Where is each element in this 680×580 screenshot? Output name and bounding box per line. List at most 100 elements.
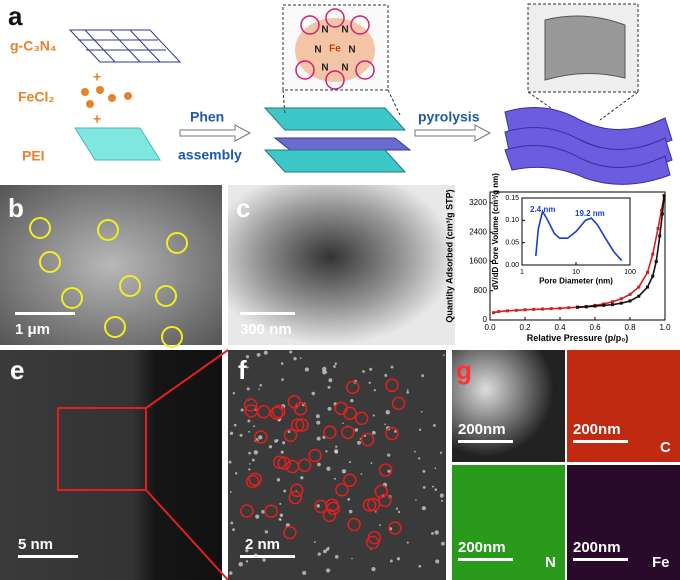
step-label: Phen bbox=[190, 109, 224, 125]
bright-spot bbox=[258, 388, 261, 390]
bright-spot bbox=[384, 373, 388, 377]
bright-spot bbox=[418, 564, 422, 568]
panel-g: g 200nm 200nm C 200nm N 200nm Fe bbox=[452, 350, 680, 580]
data-point bbox=[660, 212, 664, 216]
bright-spot bbox=[394, 430, 397, 433]
data-point bbox=[628, 299, 632, 303]
bright-spot bbox=[421, 506, 426, 511]
y-tick-label: 800 bbox=[474, 286, 488, 295]
data-point bbox=[602, 303, 606, 307]
bright-spot bbox=[432, 423, 436, 427]
bright-spot bbox=[248, 462, 251, 465]
bright-spot bbox=[406, 541, 409, 544]
bright-spot bbox=[253, 450, 259, 455]
bright-spot bbox=[239, 433, 243, 437]
reagent: FeCl₂ bbox=[18, 89, 55, 105]
zoom-box bbox=[57, 407, 147, 491]
single-atom-circle bbox=[366, 497, 381, 512]
bright-spot bbox=[327, 406, 332, 411]
bright-spot bbox=[232, 528, 236, 532]
single-atom-circle bbox=[334, 401, 348, 416]
data-point bbox=[514, 308, 518, 312]
scale-label: 2 nm bbox=[245, 536, 280, 553]
bright-spot bbox=[418, 428, 422, 432]
data-point bbox=[637, 285, 641, 289]
bright-spot bbox=[357, 440, 361, 445]
tem-image bbox=[228, 185, 455, 345]
bright-spot bbox=[369, 367, 373, 371]
panel-label: e bbox=[10, 355, 24, 385]
single-atom-circle bbox=[367, 530, 382, 545]
bright-spot bbox=[326, 466, 331, 471]
bright-spot bbox=[334, 362, 337, 365]
panel-label: a bbox=[8, 1, 23, 31]
bright-spot bbox=[245, 548, 249, 553]
single-atom-circle bbox=[283, 525, 297, 540]
single-atom-circle bbox=[323, 425, 337, 440]
bright-spot bbox=[262, 558, 266, 562]
bright-spot bbox=[246, 387, 250, 391]
y-tick-label: 2400 bbox=[469, 227, 487, 236]
bright-spot bbox=[385, 410, 391, 415]
single-atom-circle bbox=[378, 493, 392, 508]
single-atom-circle bbox=[277, 456, 291, 470]
single-atom-circle bbox=[240, 504, 254, 518]
bright-spot bbox=[335, 445, 338, 448]
plus: + bbox=[93, 69, 101, 85]
panel-label: c bbox=[236, 193, 250, 223]
panel-label: b bbox=[8, 193, 24, 223]
bright-spot bbox=[245, 355, 250, 359]
atom: N bbox=[321, 25, 328, 36]
bright-spot bbox=[316, 420, 321, 425]
panel-d: d 0.00.20.40.60.81.00800160024003200Rela… bbox=[444, 173, 671, 343]
data-point bbox=[593, 304, 597, 308]
single-atom-circle bbox=[378, 463, 393, 477]
bright-spot bbox=[368, 381, 371, 384]
x-tick-label: 1.0 bbox=[659, 323, 671, 332]
bright-spot bbox=[232, 392, 236, 395]
bright-spot bbox=[418, 457, 421, 460]
scale-bar bbox=[573, 558, 628, 561]
bright-spot bbox=[251, 458, 255, 462]
bright-spot bbox=[371, 430, 376, 435]
bright-spot bbox=[370, 462, 373, 464]
single-atom-circle bbox=[391, 396, 406, 411]
data-point bbox=[654, 259, 658, 263]
atom: N bbox=[341, 63, 348, 74]
single-atom-circle bbox=[297, 458, 312, 472]
bright-spot bbox=[415, 499, 417, 501]
single-atom-circle bbox=[360, 432, 375, 447]
arrow bbox=[179, 124, 252, 142]
bright-spot bbox=[373, 388, 376, 392]
phen-rings bbox=[295, 8, 375, 90]
fecl2-dots bbox=[81, 86, 132, 108]
haadf-image bbox=[228, 350, 446, 580]
bright-spot bbox=[342, 422, 344, 424]
x-tick-label: 0.8 bbox=[624, 323, 636, 332]
scale-bar bbox=[240, 555, 295, 558]
bright-spot bbox=[395, 507, 399, 510]
scale-bar bbox=[240, 312, 295, 315]
data-point bbox=[497, 310, 501, 314]
bright-spot bbox=[434, 488, 438, 491]
data-point bbox=[576, 305, 579, 309]
y-tick-label: 1600 bbox=[469, 257, 487, 266]
y-tick-label: 0.00 bbox=[505, 262, 519, 269]
data-point bbox=[658, 234, 662, 238]
single-atom-circle bbox=[272, 455, 287, 470]
single-atom-circle bbox=[354, 411, 369, 426]
step-label: assembly bbox=[178, 147, 242, 163]
y-tick-label: 0.05 bbox=[505, 240, 519, 247]
bright-spot bbox=[261, 509, 265, 514]
bright-spot bbox=[258, 435, 263, 440]
data-point bbox=[541, 307, 544, 311]
scale-bar bbox=[15, 312, 75, 315]
scale-bar bbox=[573, 440, 628, 443]
bright-spot bbox=[253, 553, 258, 557]
data-point bbox=[646, 285, 649, 289]
data-point bbox=[611, 300, 614, 304]
scale-label: 200nm bbox=[458, 421, 506, 438]
reagent: g-C₃N₄ bbox=[10, 38, 57, 54]
data-point bbox=[532, 307, 536, 311]
